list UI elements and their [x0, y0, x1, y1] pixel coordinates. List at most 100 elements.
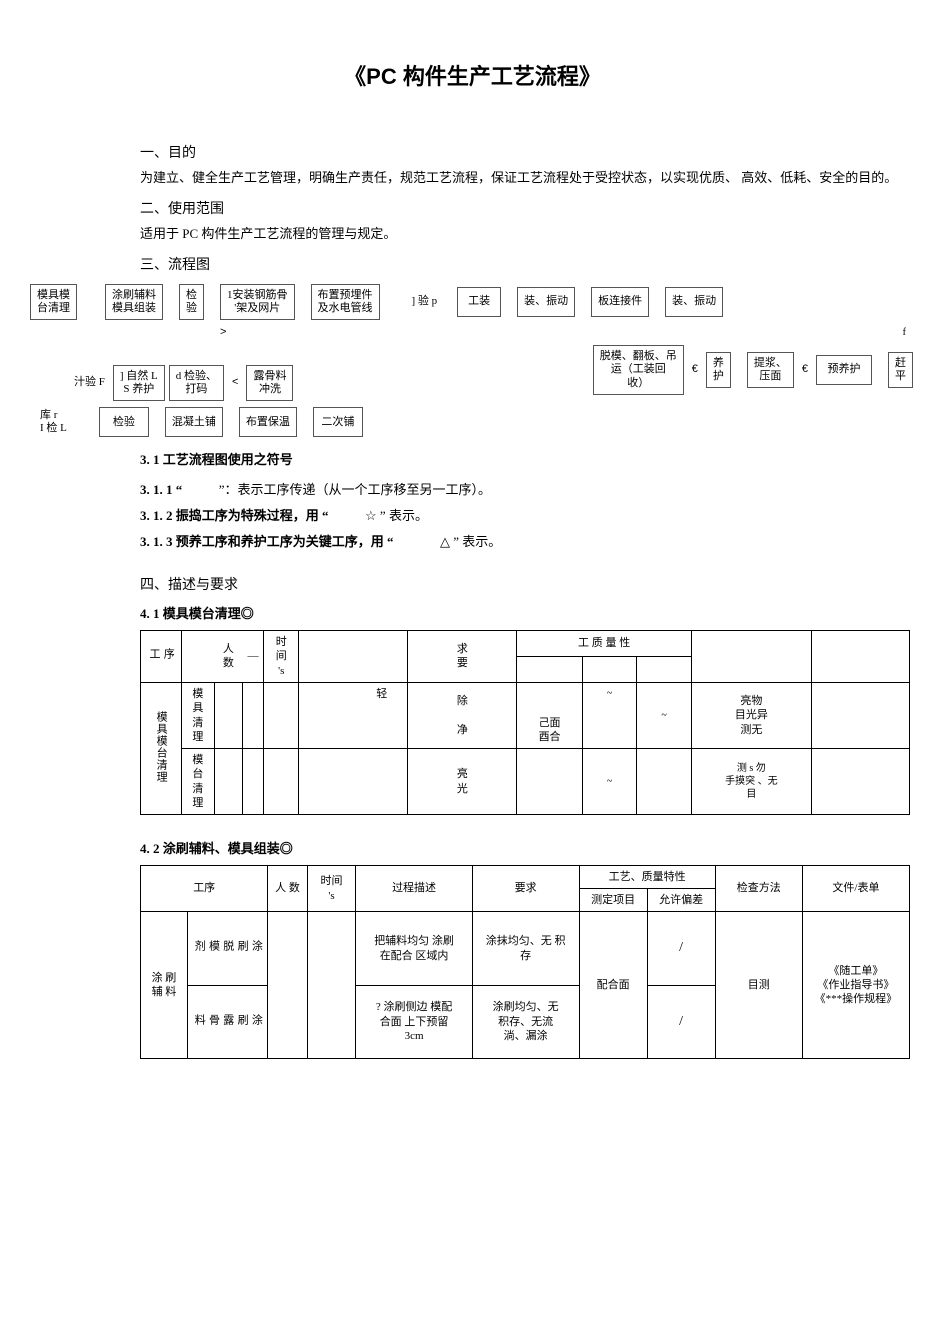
- arrow-icon: f: [903, 327, 905, 339]
- s3-item-3: 3. 1. 3 预养工序和养护工序为关键工序，用 “ △ ” 表示。: [140, 529, 915, 555]
- flow-label: 运（工装回: [611, 363, 666, 376]
- arrow-icon: €: [688, 361, 702, 378]
- flow-box: 养 护: [706, 352, 731, 388]
- flow-label: 验: [186, 302, 197, 315]
- cell: [307, 912, 356, 1059]
- th-chk: [691, 630, 811, 682]
- cell: [264, 749, 299, 815]
- flow-label: 脱模、翻板、吊: [600, 350, 677, 363]
- cell: ~: [582, 682, 637, 748]
- cell-req: 除净: [408, 682, 517, 748]
- cell: 轻: [299, 682, 408, 748]
- flow-label: ] 自然 L: [120, 370, 158, 383]
- flow-box: 工装: [457, 287, 501, 317]
- cell-sub: 模台清理: [182, 749, 215, 815]
- th-sub: [517, 656, 582, 682]
- flow-box: 检 验: [179, 284, 204, 320]
- s1-body: 为建立、健全生产工艺管理，明确生产责任，规范工艺流程，保证工艺流程处于受控状态，…: [140, 168, 915, 189]
- th-chargroup: 工艺、质量特性: [579, 865, 715, 888]
- th-doc: 文件/表单: [802, 865, 909, 912]
- flow-label: 模具模: [37, 289, 70, 302]
- cell-doc: [811, 749, 909, 815]
- flow-label: 养: [713, 357, 724, 370]
- flow-label: S 养护: [123, 383, 154, 396]
- cell: [517, 749, 582, 815]
- text: 涂刷脱模剂: [192, 916, 263, 976]
- table-4-2: 工序 人 数 时间's 过程描述 要求 工艺、质量特性 检查方法 文件/表单 测…: [140, 865, 910, 1059]
- s3-item-2: 3. 1. 2 振捣工序为特殊过程，用 “ ☆ ” 表示。: [140, 503, 915, 529]
- flow-label: 赶: [895, 357, 906, 370]
- th-chk: 检查方法: [715, 865, 802, 912]
- flow-text: 库 r I 检 L: [36, 407, 71, 437]
- cell-meas: 配合面: [579, 912, 647, 1059]
- flow-box: 模具模 台清理: [30, 284, 77, 320]
- flow-box: 预养护: [816, 355, 872, 385]
- cell-chk: 测 s 勿手摸突 、无目: [691, 749, 811, 815]
- flow-row-3b: 库 r I 检 L 检验 混凝土铺 布置保温 二次铺: [36, 407, 915, 437]
- cell-req: 亮光: [408, 749, 517, 815]
- flow-label: 布置预埋件: [318, 289, 373, 302]
- cell-tol: /: [647, 985, 715, 1058]
- s4-2-head: 4. 2 涂刷辅料、模具组装◎: [140, 839, 915, 859]
- th-time: 时间's: [307, 865, 356, 912]
- s3-sub1: 3. 1 工艺流程图使用之符号: [140, 447, 915, 473]
- flow-label: 打码: [185, 383, 207, 396]
- flow-text: ] 验 p: [408, 293, 442, 310]
- flow-label: 模具组装: [112, 302, 156, 315]
- th-people: 人数: [214, 630, 242, 682]
- cell-group: 涂 刷辅 料: [141, 912, 188, 1059]
- th-blank: [182, 630, 215, 682]
- cell-sub: 涂刷露骨料: [187, 985, 267, 1058]
- flow-box: 露骨料 冲洗: [246, 365, 293, 401]
- th-chargroup: 工 质 量 性: [517, 630, 692, 656]
- flow-label: 收）: [627, 377, 649, 390]
- arrow-icon: <: [228, 374, 242, 391]
- cell: [243, 682, 264, 748]
- cell-chk: 亮物目光异测无: [691, 682, 811, 748]
- cell: [264, 682, 299, 748]
- flow-label: 涂刷辅料: [112, 289, 156, 302]
- arrow-icon: >: [220, 326, 226, 339]
- text: ” 表示。: [453, 534, 501, 549]
- star-icon: ☆: [365, 508, 377, 523]
- th-doc: [811, 630, 909, 682]
- flow-box: 提浆、 压面: [747, 352, 794, 388]
- th-blank2: [299, 630, 408, 682]
- text: 序工: [147, 648, 176, 660]
- s4-1-head: 4. 1 模具模台清理◎: [140, 604, 915, 624]
- cell-sub: 模具清理: [182, 682, 215, 748]
- cell: ~: [582, 749, 637, 815]
- flow-label: d 检验、: [176, 370, 217, 383]
- s3-item-1: 3. 1. 1 “ ”：表示工序传递（从一个工序移至另一工序）。: [140, 477, 915, 503]
- table-row: 工序 人 数 时间's 过程描述 要求 工艺、质量特性 检查方法 文件/表单: [141, 865, 910, 888]
- cell-chk: 目测: [715, 912, 802, 1059]
- cell: [214, 682, 242, 748]
- cell: ~: [637, 682, 692, 748]
- th-tol: 允许偏差: [647, 889, 715, 912]
- text: 3. 1. 1 “: [140, 482, 182, 497]
- table-row: 模具模台清理 模具清理 轻 除净 己面酉合 ~ ~ 亮物目光异测无: [141, 682, 910, 748]
- table-row: 涂 刷辅 料 涂刷脱模剂 把辅料均匀 涂刷在配合 区域内 涂抹均匀、无 积存 配…: [141, 912, 910, 985]
- page-title: 《PC 构件生产工艺流程》: [30, 60, 915, 93]
- th-time: 时间's: [264, 630, 299, 682]
- flow-label: 压面: [759, 370, 781, 383]
- text: 3. 1. 3 预养工序和养护工序为关键工序，用 “: [140, 534, 394, 549]
- th-dash: —: [243, 630, 264, 682]
- s3-symbols: 3. 1 工艺流程图使用之符号 3. 1. 1 “ ”：表示工序传递（从一个工序…: [140, 447, 915, 555]
- flow-box: d 检验、 打码: [169, 365, 224, 401]
- cell-doc: 《随工单》《作业指导书》《***操作规程》: [802, 912, 909, 1059]
- flow-box: 混凝土铺: [165, 407, 223, 437]
- flow-box: 脱模、翻板、吊 运（工装回 收）: [593, 345, 684, 395]
- flow-box: 装、振动: [665, 287, 723, 317]
- s2-body: 适用于 PC 构件生产工艺流程的管理与规定。: [140, 224, 915, 245]
- cell: [299, 749, 408, 815]
- flow-row-1: 模具模 台清理 涂刷辅料 模具组装 检 验 1安装钢筋骨 '架及网片 布置预埋件…: [30, 284, 915, 320]
- cell: [637, 749, 692, 815]
- flow-label: '架及网片: [234, 302, 280, 315]
- flow-box: 赶 平: [888, 352, 913, 388]
- flow-box: ] 自然 L S 养护: [113, 365, 165, 401]
- text: 3. 1. 2 振捣工序为特殊过程，用 “: [140, 508, 329, 523]
- text: ” 表示。: [380, 508, 428, 523]
- cell: [214, 749, 242, 815]
- flow-box: 布置预埋件 及水电管线: [311, 284, 380, 320]
